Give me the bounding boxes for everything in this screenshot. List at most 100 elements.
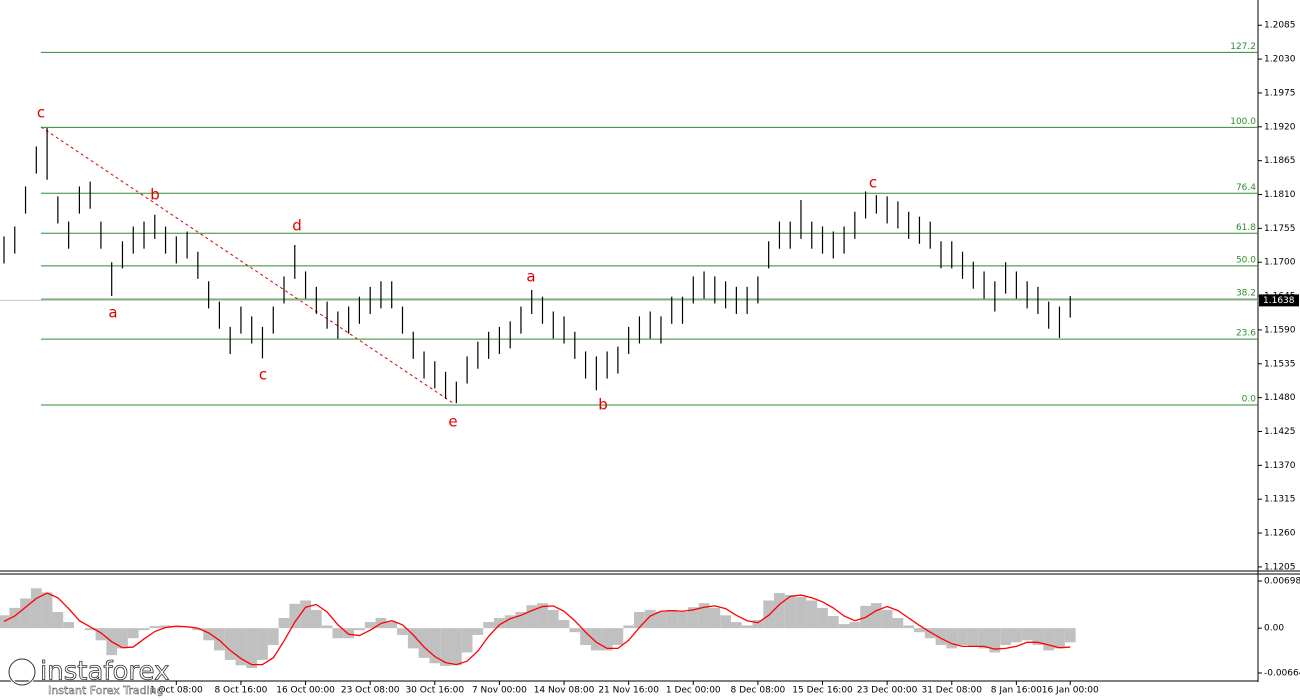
x-tick-label: 14 Nov 08:00 <box>534 686 595 696</box>
histogram-bar <box>870 603 882 629</box>
histogram-bar <box>709 607 721 629</box>
last-price-label: 1.1638 <box>1263 296 1295 306</box>
x-tick-label: 23 Oct 08:00 <box>341 686 400 696</box>
histogram-bar <box>461 628 473 653</box>
histogram-bar <box>310 609 322 629</box>
x-tick-label: 8 Jan 16:00 <box>991 686 1043 696</box>
y-tick-label: -0.00664 <box>1264 668 1300 678</box>
fib-label: 76.4 <box>1236 183 1256 193</box>
trend-line <box>40 126 454 404</box>
logo-tagline: Instant Forex Trading <box>48 684 164 697</box>
histogram-bar <box>526 605 538 629</box>
histogram-bar <box>935 628 947 646</box>
wave-label: b <box>150 186 160 204</box>
histogram-bar <box>386 622 398 629</box>
y-tick-label: 1.1260 <box>1264 529 1296 539</box>
histogram-bar <box>429 628 441 664</box>
x-tick-label: 8 Dec 08:00 <box>730 686 785 696</box>
y-tick-label: 1.1755 <box>1264 224 1296 234</box>
histogram-bar <box>763 600 775 629</box>
histogram-bar <box>170 627 182 629</box>
watermark: instaforex Instant Forex Trading <box>7 656 170 697</box>
x-tick-label: 16 Jan 00:00 <box>1042 686 1099 696</box>
fib-label: 61.8 <box>1236 223 1256 233</box>
y-tick-label: 1.1315 <box>1264 495 1296 505</box>
histogram-bar <box>483 622 495 629</box>
histogram-bar <box>817 607 828 629</box>
x-tick-label: 1 Dec 00:00 <box>666 686 721 696</box>
histogram-bar <box>634 611 645 629</box>
histogram-bar <box>752 620 764 629</box>
wave-label: a <box>526 268 535 286</box>
y-tick-label: 1.1425 <box>1264 427 1296 437</box>
histogram-bar <box>914 628 925 633</box>
histogram-bar <box>246 628 258 668</box>
y-tick-label: 1.2030 <box>1264 55 1296 65</box>
y-tick-label: 0.00 <box>1264 624 1284 634</box>
histogram-bar <box>267 628 279 646</box>
histogram-bar <box>547 609 559 629</box>
histogram-bar <box>784 595 796 629</box>
histogram-bar <box>806 600 818 629</box>
y-tick-label: 1.1535 <box>1264 359 1296 369</box>
histogram-bar <box>504 615 516 629</box>
wave-label: c <box>869 174 877 192</box>
x-tick-label: 7 Nov 00:00 <box>472 686 527 696</box>
wave-label: c <box>37 104 45 122</box>
histogram-bar <box>892 618 904 629</box>
x-tick-label: 23 Dec 00:00 <box>857 686 918 696</box>
histogram-bar <box>827 615 839 629</box>
y-tick-label: 1.2085 <box>1264 21 1296 31</box>
histogram-bar <box>30 588 42 629</box>
histogram-bar <box>321 625 333 629</box>
x-tick-label: 16 Oct 00:00 <box>276 686 335 696</box>
histogram-bar <box>1000 628 1011 646</box>
x-tick-label: 30 Oct 16:00 <box>405 686 464 696</box>
histogram-bar <box>730 622 742 629</box>
histogram-bar <box>440 628 451 666</box>
histogram-bar <box>698 603 710 629</box>
histogram-bar <box>52 611 64 629</box>
fib-label: 23.6 <box>1236 329 1256 339</box>
histogram-bar <box>41 592 53 629</box>
histogram-bar <box>569 628 581 633</box>
histogram-bar <box>278 618 290 629</box>
histogram-bar <box>192 628 204 631</box>
histogram-bar <box>666 609 678 629</box>
histogram-bar <box>1064 628 1076 643</box>
histogram-bar <box>127 628 139 639</box>
histogram-bar <box>289 603 301 629</box>
logo-name: instaforex <box>40 657 169 687</box>
histogram-bar <box>515 611 527 629</box>
y-tick-label: 1.1700 <box>1264 258 1296 268</box>
fib-label: 0.0 <box>1242 395 1257 405</box>
histogram-bar <box>1021 628 1033 641</box>
histogram-bar <box>1054 628 1065 649</box>
wave-label: a <box>108 304 117 322</box>
fib-label: 127.2 <box>1230 42 1256 52</box>
histogram-bar <box>580 628 591 646</box>
histogram-bar <box>774 593 785 629</box>
y-tick-label: 1.1810 <box>1264 190 1296 200</box>
histogram-bar <box>332 628 344 639</box>
histogram-bar <box>1032 628 1044 646</box>
histogram-bar <box>300 600 311 629</box>
x-tick-label: 1 Oct 08:00 <box>150 686 203 696</box>
logo-icon <box>8 658 36 686</box>
histogram-bar <box>84 628 96 631</box>
fib-label: 50.0 <box>1236 255 1256 265</box>
histogram-bar <box>623 625 635 629</box>
wave-label: d <box>292 217 302 235</box>
wave-label: c <box>259 366 267 384</box>
histogram-bar <box>1043 628 1055 651</box>
histogram-bar <box>343 628 355 639</box>
histogram-bar <box>95 628 107 641</box>
histogram-bar <box>149 626 161 629</box>
fib-label: 38.2 <box>1236 289 1256 299</box>
histogram-bar <box>838 624 850 629</box>
histogram-bar <box>720 615 731 629</box>
x-tick-label: 31 Dec 08:00 <box>921 686 982 696</box>
histogram-bar <box>203 628 215 641</box>
histogram-bar <box>989 628 1001 653</box>
